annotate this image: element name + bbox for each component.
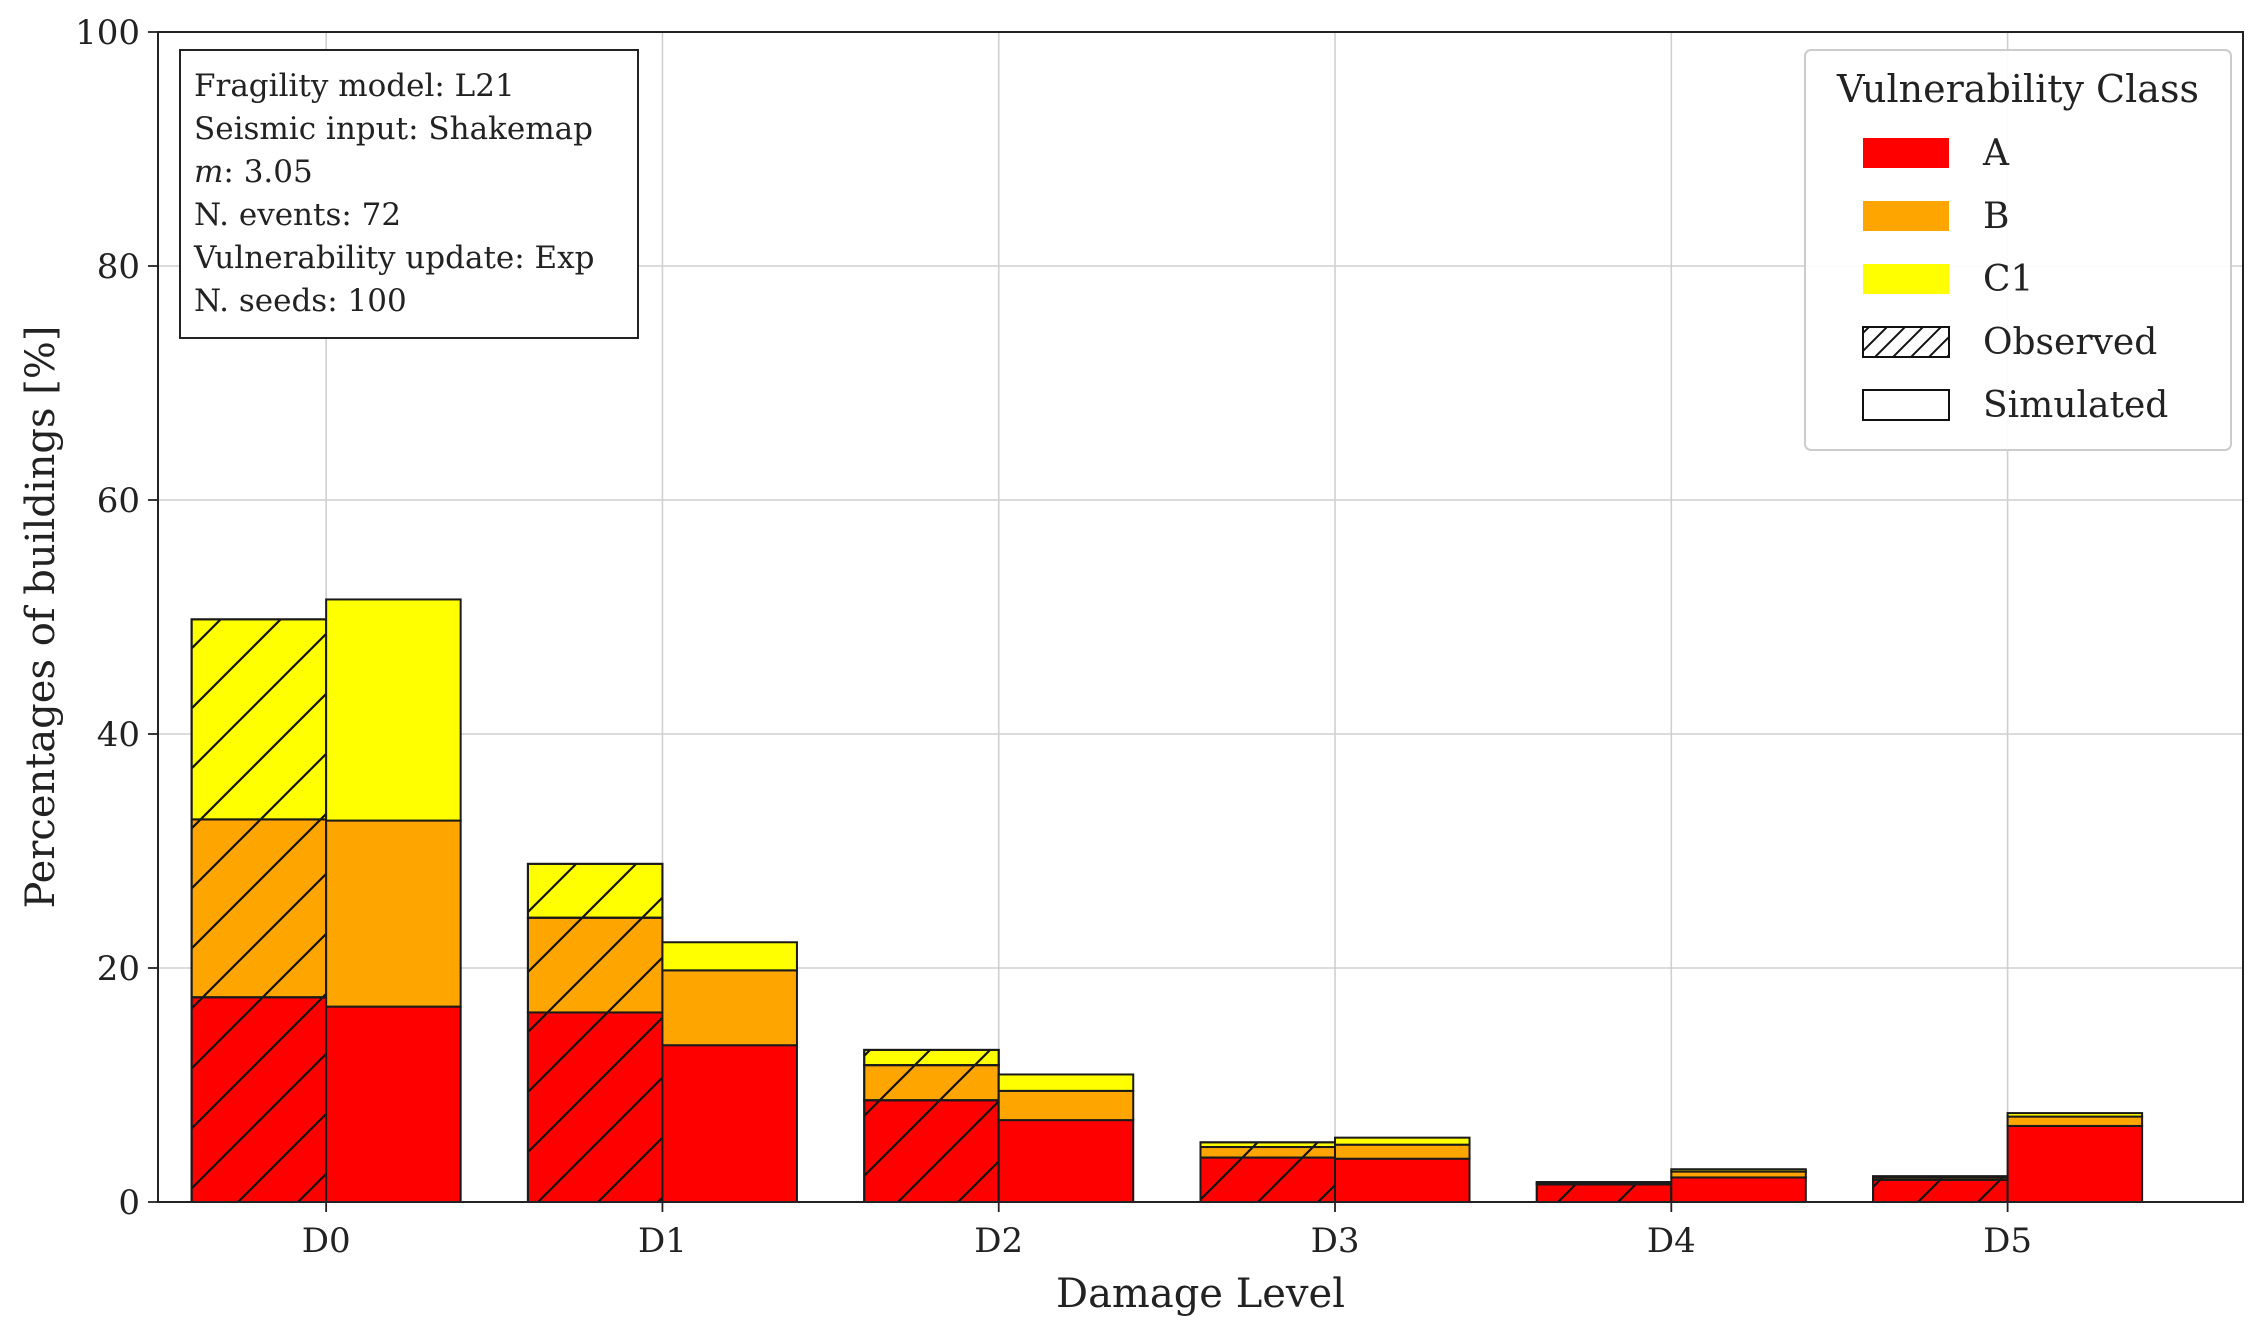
bar-simulated-d5-c1 (2006, 1112, 2144, 1118)
bar-simulated-d5-b (2006, 1115, 2144, 1127)
bar-hatch-observed-d4-c1 (1535, 1181, 1673, 1185)
legend-label-observed: Observed (1983, 322, 2157, 363)
annotation-line: Vulnerability update: Exp (193, 240, 595, 276)
annotation-line: Fragility model: L21 (194, 68, 515, 104)
annotation-line: N. seeds: 100 (194, 283, 407, 319)
x-tick-label: D3 (1311, 1221, 1360, 1261)
bar-hatch-observed-d5-c1 (1872, 1175, 2009, 1179)
y-tick-label: 20 (97, 949, 140, 989)
bar-hatch-observed-d2-a (863, 1099, 1000, 1203)
bar-simulated-d0-a (325, 1005, 462, 1203)
legend: Vulnerability Class AB C1 Observed Simulated (1804, 49, 2232, 451)
annotation-line: N. events: 72 (194, 197, 401, 233)
legend-swatch-a (1863, 138, 1949, 168)
bar-simulated-d5-a (2006, 1124, 2144, 1203)
bar-hatch-observed-d2-c1 (863, 1048, 1000, 1067)
bar-hatch-observed-d0-a (190, 996, 328, 1203)
bar-simulated-d2-a (997, 1119, 1135, 1203)
bar-simulated-d3-c1 (1334, 1136, 1471, 1146)
bar-simulated-d3-a (1334, 1157, 1471, 1203)
bar-hatch-observed-d3-c1 (1199, 1141, 1337, 1149)
y-tick-label: 0 (118, 1183, 140, 1223)
legend-label-simulated: Simulated (1983, 385, 2168, 426)
legend-swatch-simulated (1862, 389, 1950, 421)
legend-swatch-b (1863, 201, 1949, 231)
bar-hatch-observed-d0-c1 (190, 618, 328, 821)
bar-simulated-d1-c1 (661, 941, 798, 972)
bar-hatch-observed-d5-a (1872, 1178, 2009, 1204)
bar-simulated-d4-a (1670, 1176, 1807, 1204)
x-tick-label: D5 (1983, 1221, 2032, 1261)
bar-simulated-d2-c1 (997, 1073, 1135, 1092)
bar-simulated-d1-b (661, 969, 798, 1047)
legend-label-a: A (1982, 133, 2010, 174)
info-annotation-box: Fragility model: L21 Seismic input: Shake… (179, 49, 639, 339)
annotation-line: m: 3.05 (194, 154, 313, 190)
bar-simulated-d2-b (997, 1089, 1135, 1122)
plot-frame (157, 31, 2244, 1203)
y-tick-label: 40 (97, 715, 140, 755)
y-tick-label: 100 (75, 13, 140, 53)
x-axis-label: Damage Level (1056, 1271, 1345, 1317)
legend-swatch-c1 (1863, 264, 1949, 294)
y-axis-label: Percentages of buildings [%] (18, 326, 64, 909)
bar-hatch-observed-d1-b (526, 916, 664, 1014)
bar-simulated-d0-b (325, 819, 462, 1008)
bar-hatch-observed-d1-c1 (526, 862, 664, 919)
y-tick-label: 80 (97, 247, 140, 287)
x-tick-label: D2 (974, 1221, 1023, 1261)
x-tick-label: D0 (302, 1221, 351, 1261)
legend-label-c1: C1 (1983, 259, 2033, 300)
bar-hatch-observed-d3-a (1199, 1156, 1337, 1204)
bar-simulated-d1-a (661, 1044, 798, 1203)
bar-simulated-d4-c1 (1670, 1168, 1807, 1173)
bar-hatch-observed-d1-a (526, 1011, 664, 1204)
y-tick-label: 60 (97, 481, 140, 521)
annotation-line: Seismic input: Shakemap (194, 111, 593, 147)
bar-hatch-observed-d3-b (1199, 1146, 1337, 1159)
legend-title: Vulnerability Class (1836, 67, 2199, 111)
bar-simulated-d3-b (1334, 1143, 1471, 1160)
x-tick-label: D4 (1647, 1221, 1696, 1261)
legend-swatch-hatch (1862, 326, 1950, 358)
legend-label-b: B (1983, 196, 2009, 237)
x-tick-label: D1 (638, 1221, 687, 1261)
annotation-frame (179, 49, 639, 339)
bar-hatch-observed-d0-b (190, 818, 328, 999)
bar-hatch-observed-d4-a (1535, 1183, 1673, 1203)
bar-simulated-d0-c1 (325, 598, 462, 822)
bar-hatch-observed-d2-b (863, 1064, 1000, 1102)
